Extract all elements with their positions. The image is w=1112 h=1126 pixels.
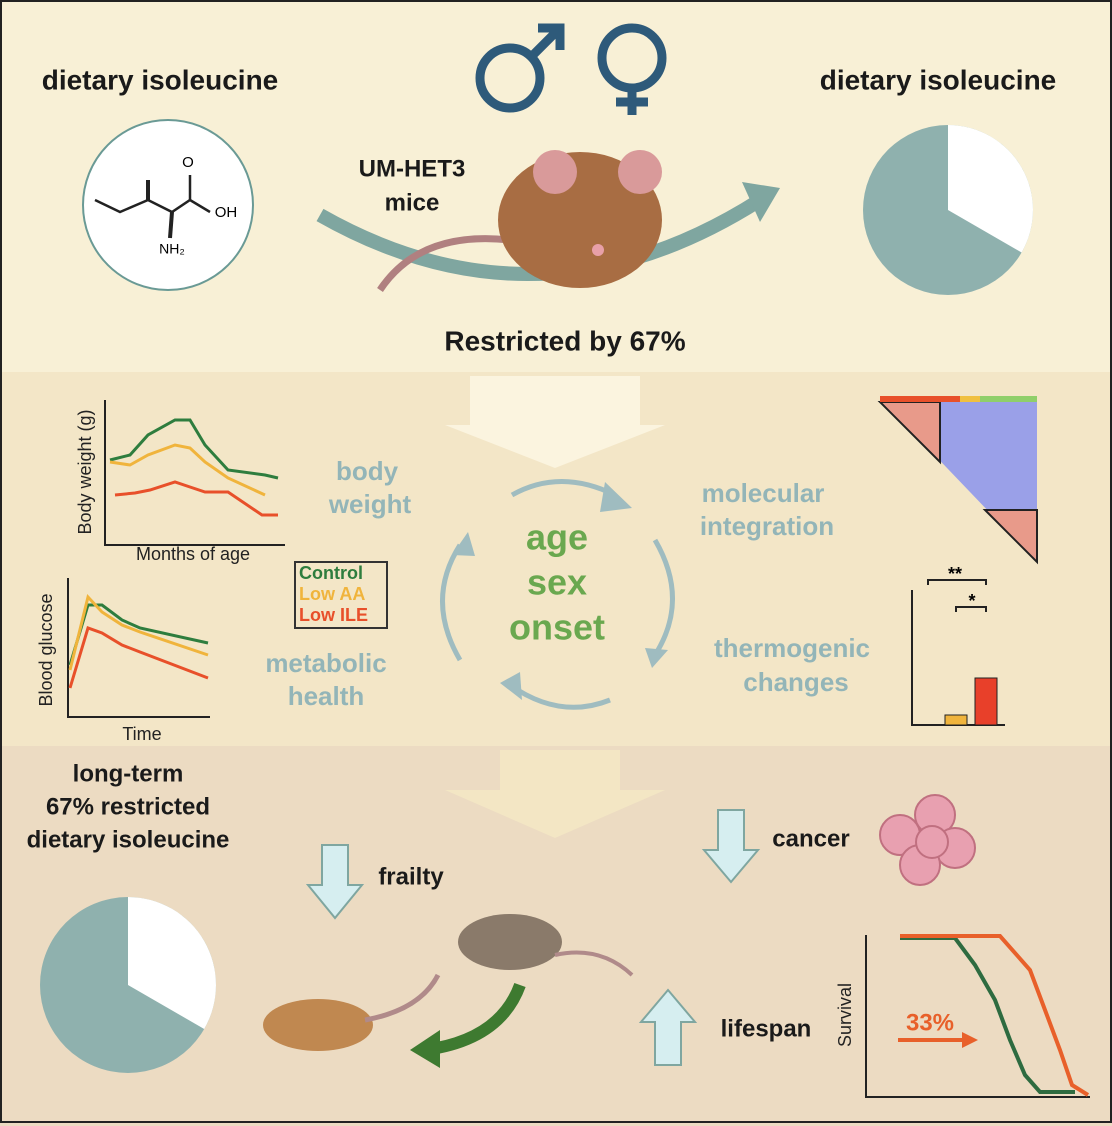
legend-entry: Low ILE	[299, 605, 368, 625]
sex-symbols	[475, 23, 667, 115]
molecule	[168, 211, 174, 239]
bar	[944, 714, 968, 726]
topic: molecular	[702, 478, 825, 508]
bracket	[955, 606, 987, 612]
topic: changes	[743, 667, 849, 697]
topic: metabolic	[265, 648, 386, 678]
line	[114, 480, 278, 517]
outcome: frailty	[378, 863, 444, 890]
axis-label: Survival	[835, 983, 855, 1047]
center-word: onset	[509, 607, 605, 648]
label: mice	[385, 189, 440, 216]
line	[68, 626, 209, 689]
legend-entry: Control	[299, 563, 363, 583]
survival-curve	[900, 936, 1075, 1094]
down-arrow	[305, 844, 365, 920]
mouse-tail	[377, 235, 511, 292]
restriction: Restricted by 67%	[444, 325, 685, 356]
axis-label: Time	[122, 724, 161, 744]
legend-box	[294, 561, 388, 629]
line	[68, 593, 209, 671]
heatmap-block	[982, 509, 1038, 565]
center-word: sex	[527, 562, 587, 603]
center-word: age	[526, 517, 588, 558]
heatmap-bar	[880, 396, 960, 402]
down-arrow	[701, 809, 761, 884]
survival-curve	[900, 934, 1090, 1097]
up-arrow	[638, 988, 698, 1066]
line	[109, 443, 266, 497]
heatmap-bar	[980, 396, 1037, 402]
arrow	[424, 982, 526, 1056]
axis-label: Months of age	[136, 544, 250, 564]
flow-arrow	[445, 750, 665, 838]
mouse-nose	[592, 244, 604, 256]
cancer-cells	[879, 794, 976, 886]
significance: **	[948, 564, 962, 584]
topic: health	[288, 681, 365, 711]
arrow-head	[742, 182, 780, 222]
atom: OH	[215, 204, 238, 221]
topic: thermogenic	[714, 633, 870, 663]
mouse	[263, 999, 373, 1051]
axis-label: Body weight (g)	[75, 409, 95, 534]
legend-entry: Low AA	[299, 584, 365, 604]
axis	[104, 400, 285, 546]
annotation: 33%	[906, 1009, 954, 1036]
mouse-tail	[554, 950, 634, 977]
topic: body	[336, 456, 399, 486]
pie-slice	[948, 125, 1033, 253]
line	[109, 418, 279, 480]
axis-label: Blood glucose	[36, 593, 56, 706]
bar	[974, 677, 998, 726]
molecule	[94, 198, 211, 214]
outcome: cancer	[772, 825, 849, 852]
axis	[67, 578, 210, 718]
cycle-arrowheads	[452, 482, 668, 700]
topic: weight	[328, 489, 412, 519]
outcome: lifespan	[721, 1015, 812, 1042]
mouse-ear	[533, 150, 577, 194]
atom: NH₂	[159, 241, 185, 257]
arrow-head	[410, 1030, 440, 1068]
label: dietary isoleucine	[42, 64, 279, 95]
intervention: dietary isoleucine	[27, 826, 230, 853]
flow-arrow	[445, 376, 665, 468]
intervention: 67% restricted	[46, 793, 210, 820]
significance: *	[968, 591, 975, 611]
molecule-circle	[82, 119, 254, 291]
axis	[865, 935, 1090, 1098]
bracket	[927, 579, 987, 585]
label: dietary isoleucine	[820, 64, 1057, 95]
intervention: long-term	[73, 760, 184, 787]
heatmap-bar	[960, 396, 980, 402]
pie-slice	[128, 897, 216, 1029]
label: UM-HET3	[359, 155, 466, 182]
mouse-tail	[364, 973, 441, 1023]
mouse	[458, 914, 562, 970]
annotation-arrow	[962, 1032, 978, 1048]
axis	[911, 590, 1005, 726]
atom: O	[182, 154, 194, 171]
mouse-ear	[618, 150, 662, 194]
topic: integration	[700, 511, 834, 541]
